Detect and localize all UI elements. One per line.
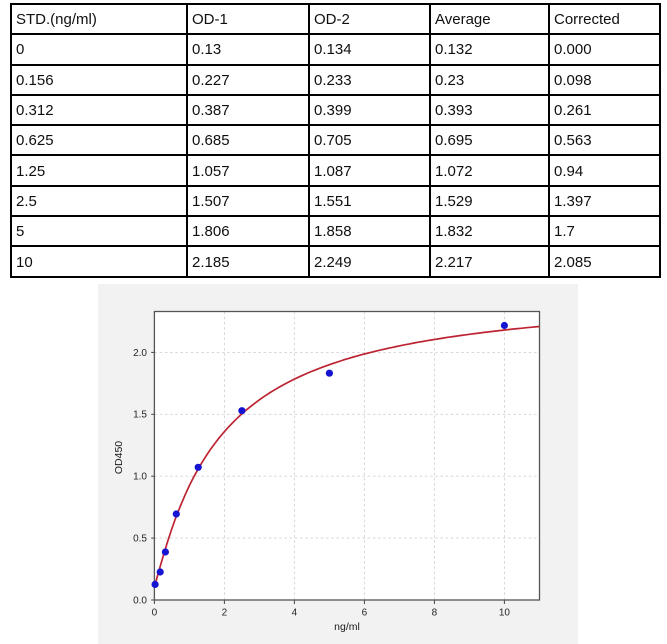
svg-text:OD450: OD450 — [113, 441, 125, 474]
svg-text:0.5: 0.5 — [133, 534, 147, 545]
svg-text:0.0: 0.0 — [133, 595, 147, 606]
svg-text:8: 8 — [432, 607, 438, 618]
svg-text:0: 0 — [152, 607, 158, 618]
svg-text:2: 2 — [222, 607, 228, 618]
svg-text:4: 4 — [292, 607, 298, 618]
svg-text:2.0: 2.0 — [133, 348, 147, 359]
svg-text:6: 6 — [362, 607, 368, 618]
svg-text:ng/ml: ng/ml — [334, 621, 360, 633]
svg-text:1.0: 1.0 — [133, 472, 147, 483]
svg-text:1.5: 1.5 — [133, 410, 147, 421]
svg-text:10: 10 — [499, 607, 511, 618]
